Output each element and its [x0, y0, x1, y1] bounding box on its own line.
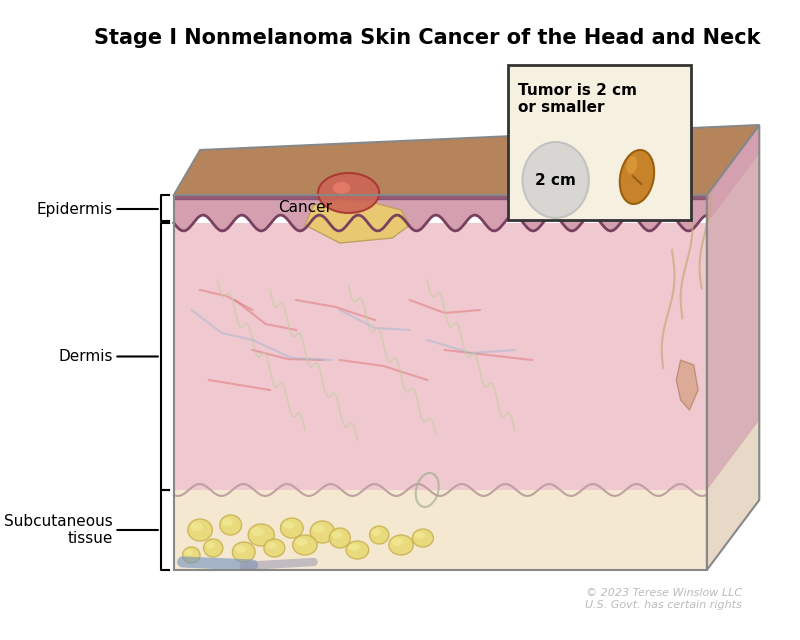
- Ellipse shape: [620, 150, 654, 204]
- Polygon shape: [676, 360, 698, 410]
- Ellipse shape: [313, 524, 325, 533]
- Ellipse shape: [190, 522, 202, 531]
- Ellipse shape: [188, 519, 212, 541]
- Polygon shape: [174, 195, 707, 231]
- Ellipse shape: [248, 524, 274, 546]
- Text: 2 cm: 2 cm: [535, 173, 576, 188]
- Text: Tumor is 2 cm
or smaller: Tumor is 2 cm or smaller: [518, 83, 637, 115]
- Ellipse shape: [282, 521, 294, 529]
- Text: Dermis: Dermis: [58, 349, 113, 364]
- Text: Stage I Nonmelanoma Skin Cancer of the Head and Neck: Stage I Nonmelanoma Skin Cancer of the H…: [94, 28, 761, 48]
- Ellipse shape: [233, 542, 255, 562]
- Polygon shape: [174, 125, 759, 195]
- Text: Epidermis: Epidermis: [37, 202, 113, 216]
- Polygon shape: [174, 223, 707, 490]
- Ellipse shape: [250, 527, 264, 536]
- Ellipse shape: [371, 529, 381, 536]
- Polygon shape: [707, 420, 759, 570]
- Polygon shape: [174, 490, 707, 570]
- Ellipse shape: [266, 541, 277, 549]
- Ellipse shape: [203, 539, 222, 557]
- Ellipse shape: [626, 156, 637, 174]
- Polygon shape: [707, 125, 759, 223]
- Ellipse shape: [206, 541, 215, 549]
- Polygon shape: [305, 200, 410, 243]
- Ellipse shape: [281, 518, 303, 538]
- Ellipse shape: [182, 547, 200, 563]
- Ellipse shape: [184, 549, 193, 556]
- Ellipse shape: [293, 535, 317, 555]
- Ellipse shape: [222, 518, 233, 526]
- Ellipse shape: [370, 526, 389, 544]
- Ellipse shape: [414, 532, 425, 539]
- Ellipse shape: [391, 538, 403, 546]
- Ellipse shape: [220, 515, 242, 535]
- Polygon shape: [707, 153, 759, 490]
- Polygon shape: [707, 125, 759, 570]
- Polygon shape: [174, 125, 759, 195]
- Ellipse shape: [389, 535, 414, 555]
- Ellipse shape: [412, 529, 434, 547]
- Ellipse shape: [264, 539, 285, 557]
- Ellipse shape: [234, 545, 246, 553]
- Ellipse shape: [348, 544, 360, 551]
- Circle shape: [522, 142, 589, 218]
- Ellipse shape: [330, 528, 350, 548]
- Ellipse shape: [318, 173, 379, 213]
- Ellipse shape: [333, 182, 350, 194]
- FancyBboxPatch shape: [508, 65, 691, 220]
- Text: Subcutaneous
tissue: Subcutaneous tissue: [4, 514, 113, 546]
- Ellipse shape: [346, 541, 369, 559]
- Ellipse shape: [331, 531, 342, 539]
- Ellipse shape: [310, 521, 334, 543]
- Ellipse shape: [295, 538, 307, 546]
- Text: Cancer: Cancer: [278, 200, 332, 215]
- Text: © 2023 Terese Winslow LLC
U.S. Govt. has certain rights: © 2023 Terese Winslow LLC U.S. Govt. has…: [585, 588, 742, 610]
